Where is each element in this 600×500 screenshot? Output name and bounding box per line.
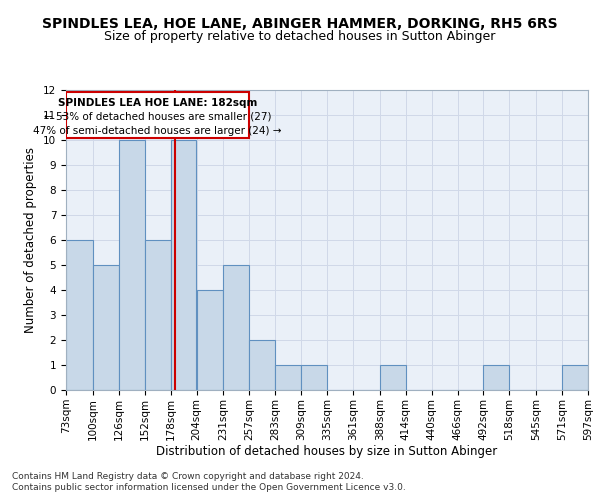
- Text: SPINDLES LEA, HOE LANE, ABINGER HAMMER, DORKING, RH5 6RS: SPINDLES LEA, HOE LANE, ABINGER HAMMER, …: [42, 18, 558, 32]
- Bar: [66, 92, 249, 138]
- Bar: [301, 365, 327, 390]
- Text: 47% of semi-detached houses are larger (24) →: 47% of semi-detached houses are larger (…: [34, 126, 282, 136]
- Bar: [66, 240, 93, 390]
- X-axis label: Distribution of detached houses by size in Sutton Abinger: Distribution of detached houses by size …: [157, 446, 497, 458]
- Bar: [380, 365, 406, 390]
- Y-axis label: Number of detached properties: Number of detached properties: [25, 147, 37, 333]
- Text: Size of property relative to detached houses in Sutton Abinger: Size of property relative to detached ho…: [104, 30, 496, 43]
- Text: ← 53% of detached houses are smaller (27): ← 53% of detached houses are smaller (27…: [44, 112, 271, 122]
- Text: Contains HM Land Registry data © Crown copyright and database right 2024.: Contains HM Land Registry data © Crown c…: [12, 472, 364, 481]
- Bar: [223, 265, 249, 390]
- Bar: [562, 365, 588, 390]
- Bar: [93, 265, 119, 390]
- Bar: [197, 290, 223, 390]
- Text: Contains public sector information licensed under the Open Government Licence v3: Contains public sector information licen…: [12, 484, 406, 492]
- Bar: [170, 140, 196, 390]
- Bar: [119, 140, 145, 390]
- Bar: [249, 340, 275, 390]
- Text: SPINDLES LEA HOE LANE: 182sqm: SPINDLES LEA HOE LANE: 182sqm: [58, 98, 257, 108]
- Bar: [145, 240, 170, 390]
- Bar: [484, 365, 509, 390]
- Bar: [275, 365, 301, 390]
